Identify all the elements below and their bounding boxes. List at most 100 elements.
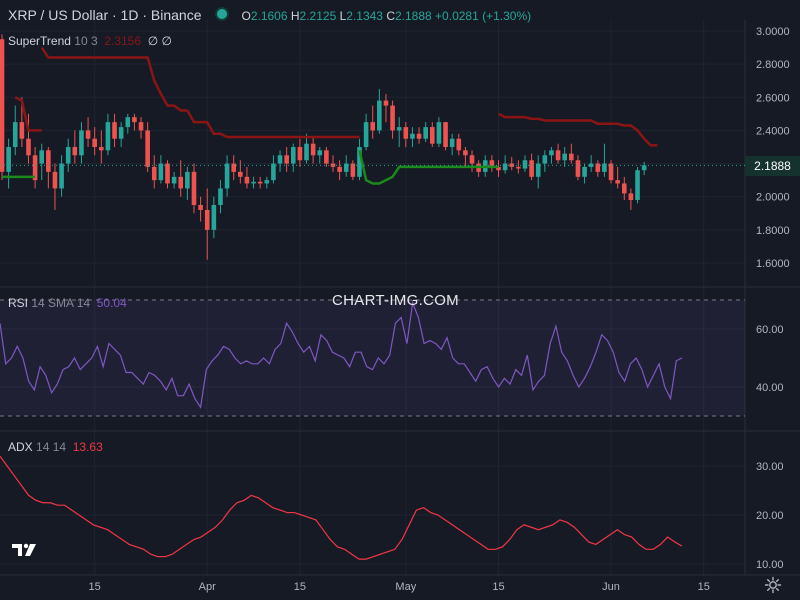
candle-body xyxy=(158,163,164,181)
candle-body xyxy=(244,176,250,184)
chart-header: XRP / US Dollar · 1D · Binance O2.1606 H2… xyxy=(8,7,531,23)
price-tick-label: 1.8000 xyxy=(756,225,790,237)
candle-body xyxy=(423,127,428,139)
candle-body xyxy=(436,122,442,144)
low-label: L xyxy=(339,9,347,23)
candle-body xyxy=(343,163,349,172)
candle-body xyxy=(562,153,567,161)
adx-line-group xyxy=(0,455,683,560)
rsi-axis: 60.00 40.00 xyxy=(756,324,784,394)
supertrend-empty-icons: ∅ ∅ xyxy=(147,34,172,48)
adx-tick-label: 20.00 xyxy=(756,510,784,522)
time-axis: 15Apr15May15Jun15Jul xyxy=(89,581,710,593)
candle-body xyxy=(535,163,541,177)
open-value: 2.1606 xyxy=(250,9,288,23)
candle-body xyxy=(443,122,448,147)
candle-body xyxy=(522,160,528,169)
last-price-tag: 2.1888 xyxy=(745,156,800,176)
candle-body xyxy=(145,130,150,167)
candle-body xyxy=(582,166,587,177)
candle-body xyxy=(132,117,137,123)
adx-tick-label: 30.00 xyxy=(756,461,784,473)
candle-body xyxy=(496,166,501,171)
time-tick-label: Apr xyxy=(199,581,216,593)
candle-body xyxy=(165,163,170,184)
low-value: 2.1343 xyxy=(346,9,383,23)
time-tick-label: 15 xyxy=(698,581,710,593)
candle-body xyxy=(231,163,236,172)
rsi-band-fill xyxy=(0,300,745,416)
supertrend-lines xyxy=(2,46,658,185)
candle-body xyxy=(635,170,640,201)
market-status-icon xyxy=(215,7,230,21)
candle-body xyxy=(542,155,548,164)
settings-gear-icon[interactable] xyxy=(764,576,782,594)
time-tick-label: May xyxy=(395,581,416,593)
candle-body xyxy=(489,160,495,167)
tradingview-logo-icon[interactable] xyxy=(10,540,40,560)
candle-body xyxy=(211,205,217,230)
candle-body xyxy=(297,147,303,161)
open-label: O xyxy=(241,9,251,23)
candle-body xyxy=(185,171,190,189)
candle-body xyxy=(324,150,329,164)
supertrend-down-line xyxy=(40,46,188,112)
candle-body xyxy=(569,153,574,161)
candle-body xyxy=(390,105,395,131)
candle-body xyxy=(171,176,177,184)
price-tick-label: 2.4000 xyxy=(756,125,790,137)
rsi-line-group xyxy=(0,300,683,409)
pane-separators xyxy=(0,20,800,576)
candle-body xyxy=(251,181,256,184)
candle-body xyxy=(502,163,508,171)
candle-body xyxy=(72,147,78,156)
rsi-tick-label: 60.00 xyxy=(756,324,784,336)
candle-body xyxy=(304,143,309,161)
grid xyxy=(0,20,745,575)
candle-body xyxy=(191,171,197,205)
candle-body xyxy=(118,127,124,139)
candle-body xyxy=(416,133,422,139)
candle-body xyxy=(99,147,104,151)
rsi-legend[interactable]: RSI 14 SMA 14 50.04 xyxy=(8,296,127,310)
price-tick-label: 3.0000 xyxy=(756,26,790,38)
adx-line xyxy=(0,455,683,560)
supertrend-down-line xyxy=(497,112,658,147)
candle-body xyxy=(59,163,64,189)
symbol-title[interactable]: XRP / US Dollar · 1D · Binance xyxy=(8,7,202,23)
candle-body xyxy=(6,147,11,172)
candle-body xyxy=(396,127,402,131)
adx-legend[interactable]: ADX 14 14 13.63 xyxy=(8,440,103,454)
candle-body xyxy=(26,138,31,156)
candle-body xyxy=(383,100,389,106)
candle-body xyxy=(449,138,455,147)
candle-body xyxy=(92,138,97,147)
candle-body xyxy=(430,127,435,144)
candle-body xyxy=(264,180,270,184)
supertrend-up-line xyxy=(358,150,499,185)
change-value: +0.0281 (+1.30%) xyxy=(435,9,532,23)
candle-body xyxy=(555,150,561,161)
adx-name: ADX xyxy=(8,440,33,454)
price-tick-label: 2.8000 xyxy=(756,59,790,71)
candle-body xyxy=(0,39,5,172)
supertrend-legend[interactable]: SuperTrend 10 3 2.3156 ∅ ∅ xyxy=(8,34,172,48)
time-tick-label: 15 xyxy=(294,581,306,593)
candle-body xyxy=(284,155,289,164)
rsi-name: RSI xyxy=(8,296,29,310)
time-tick-label: 15 xyxy=(492,581,504,593)
candle-body xyxy=(277,155,283,164)
candle-body xyxy=(290,147,296,164)
candle-body xyxy=(151,166,157,181)
time-tick-label: Jun xyxy=(602,581,620,593)
adx-params: 14 14 xyxy=(36,440,67,454)
price-tick-label: 2.6000 xyxy=(756,92,790,104)
candle-body xyxy=(377,100,382,131)
candle-body xyxy=(509,163,515,167)
supertrend-value: 2.3156 xyxy=(104,34,142,48)
candle-body xyxy=(410,133,415,139)
candle-body xyxy=(403,127,409,139)
candle-body xyxy=(621,183,627,194)
candle-body xyxy=(357,147,362,177)
